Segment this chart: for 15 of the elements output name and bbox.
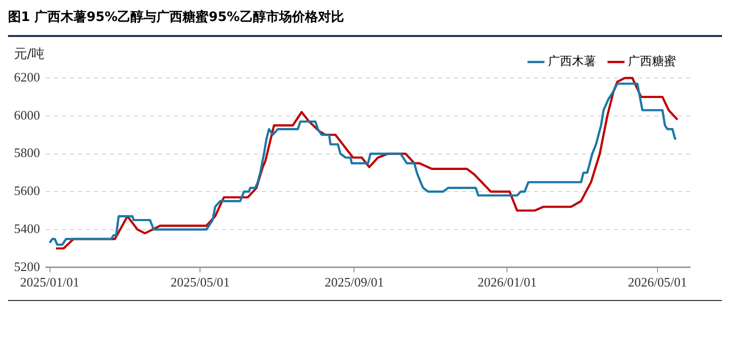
y-tick-label: 5400 (14, 220, 40, 236)
legend-label: 广西糖蜜 (628, 54, 676, 68)
y-axis-title: 元/吨 (14, 46, 44, 62)
y-tick-label: 5600 (14, 183, 40, 198)
y-tick-label: 6000 (14, 107, 40, 122)
x-tick-label: 2026/05/01 (628, 274, 688, 290)
chart-title: 图1 广西木薯95%乙醇与广西糖蜜95%乙醇市场价格对比 (8, 8, 722, 37)
y-tick-label: 6200 (14, 69, 40, 84)
y-tick-label: 5800 (14, 145, 40, 160)
x-tick-label: 2025/05/01 (170, 274, 230, 290)
y-tick-label: 5200 (14, 258, 40, 274)
x-tick-label: 2026/01/01 (477, 274, 537, 290)
x-tick-label: 2025/01/01 (20, 274, 80, 290)
legend-label: 广西木薯 (548, 54, 596, 68)
x-tick-label: 2025/09/01 (324, 274, 384, 290)
